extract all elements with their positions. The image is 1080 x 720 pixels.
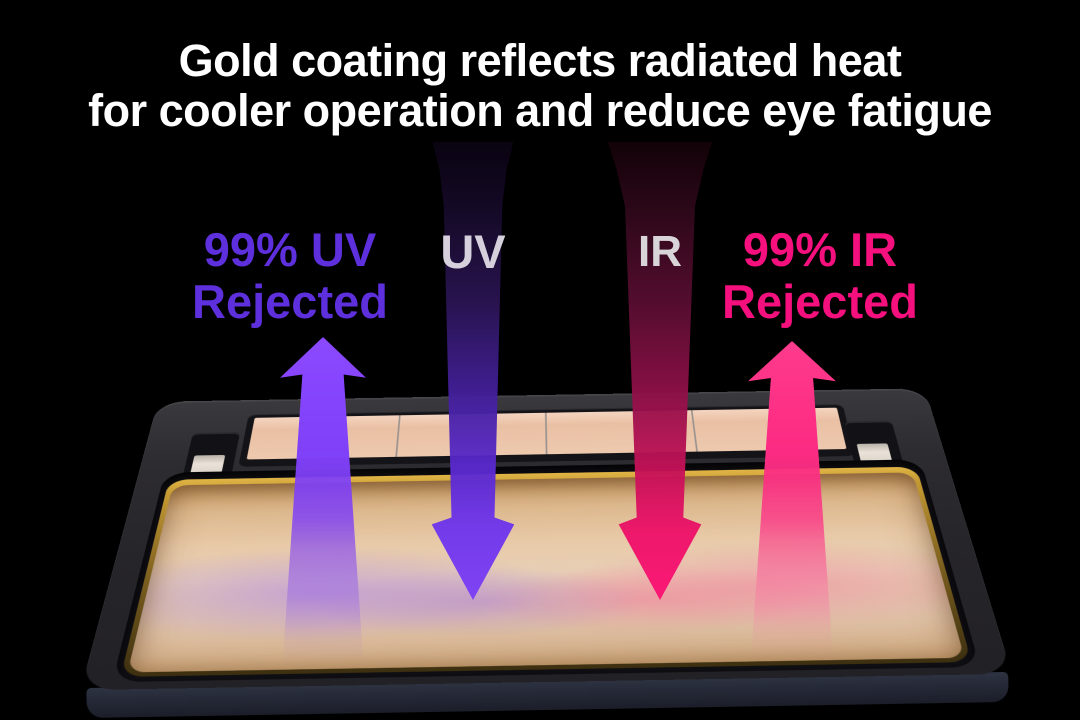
title-line-1: Gold coating reflects radiated heat [178, 35, 902, 86]
title-line-2: for cooler operation and reduce eye fati… [88, 85, 992, 136]
uv-beam-label: UV [440, 225, 506, 278]
uv-rejected-label: 99% UV Rejected [168, 224, 412, 328]
uv-down-arrow-icon [431, 142, 515, 600]
uv-rejected-line-1: 99% UV [203, 223, 377, 276]
filter-frame [80, 388, 1013, 691]
uv-rejected-line-2: Rejected [192, 275, 388, 328]
ir-down-arrow-icon [608, 142, 712, 600]
ir-beam-label: IR [638, 227, 682, 276]
welding-filter-scene [75, 382, 1013, 720]
lens-glass [127, 472, 965, 673]
page-title: Gold coating reflects radiated heat for … [0, 36, 1080, 136]
ir-rejected-line-2: Rejected [722, 275, 918, 328]
ir-rejected-label: 99% IR Rejected [698, 224, 942, 328]
ir-rejected-line-1: 99% IR [742, 223, 898, 276]
lens-recess [112, 459, 981, 683]
gold-coating-rim [120, 466, 972, 677]
